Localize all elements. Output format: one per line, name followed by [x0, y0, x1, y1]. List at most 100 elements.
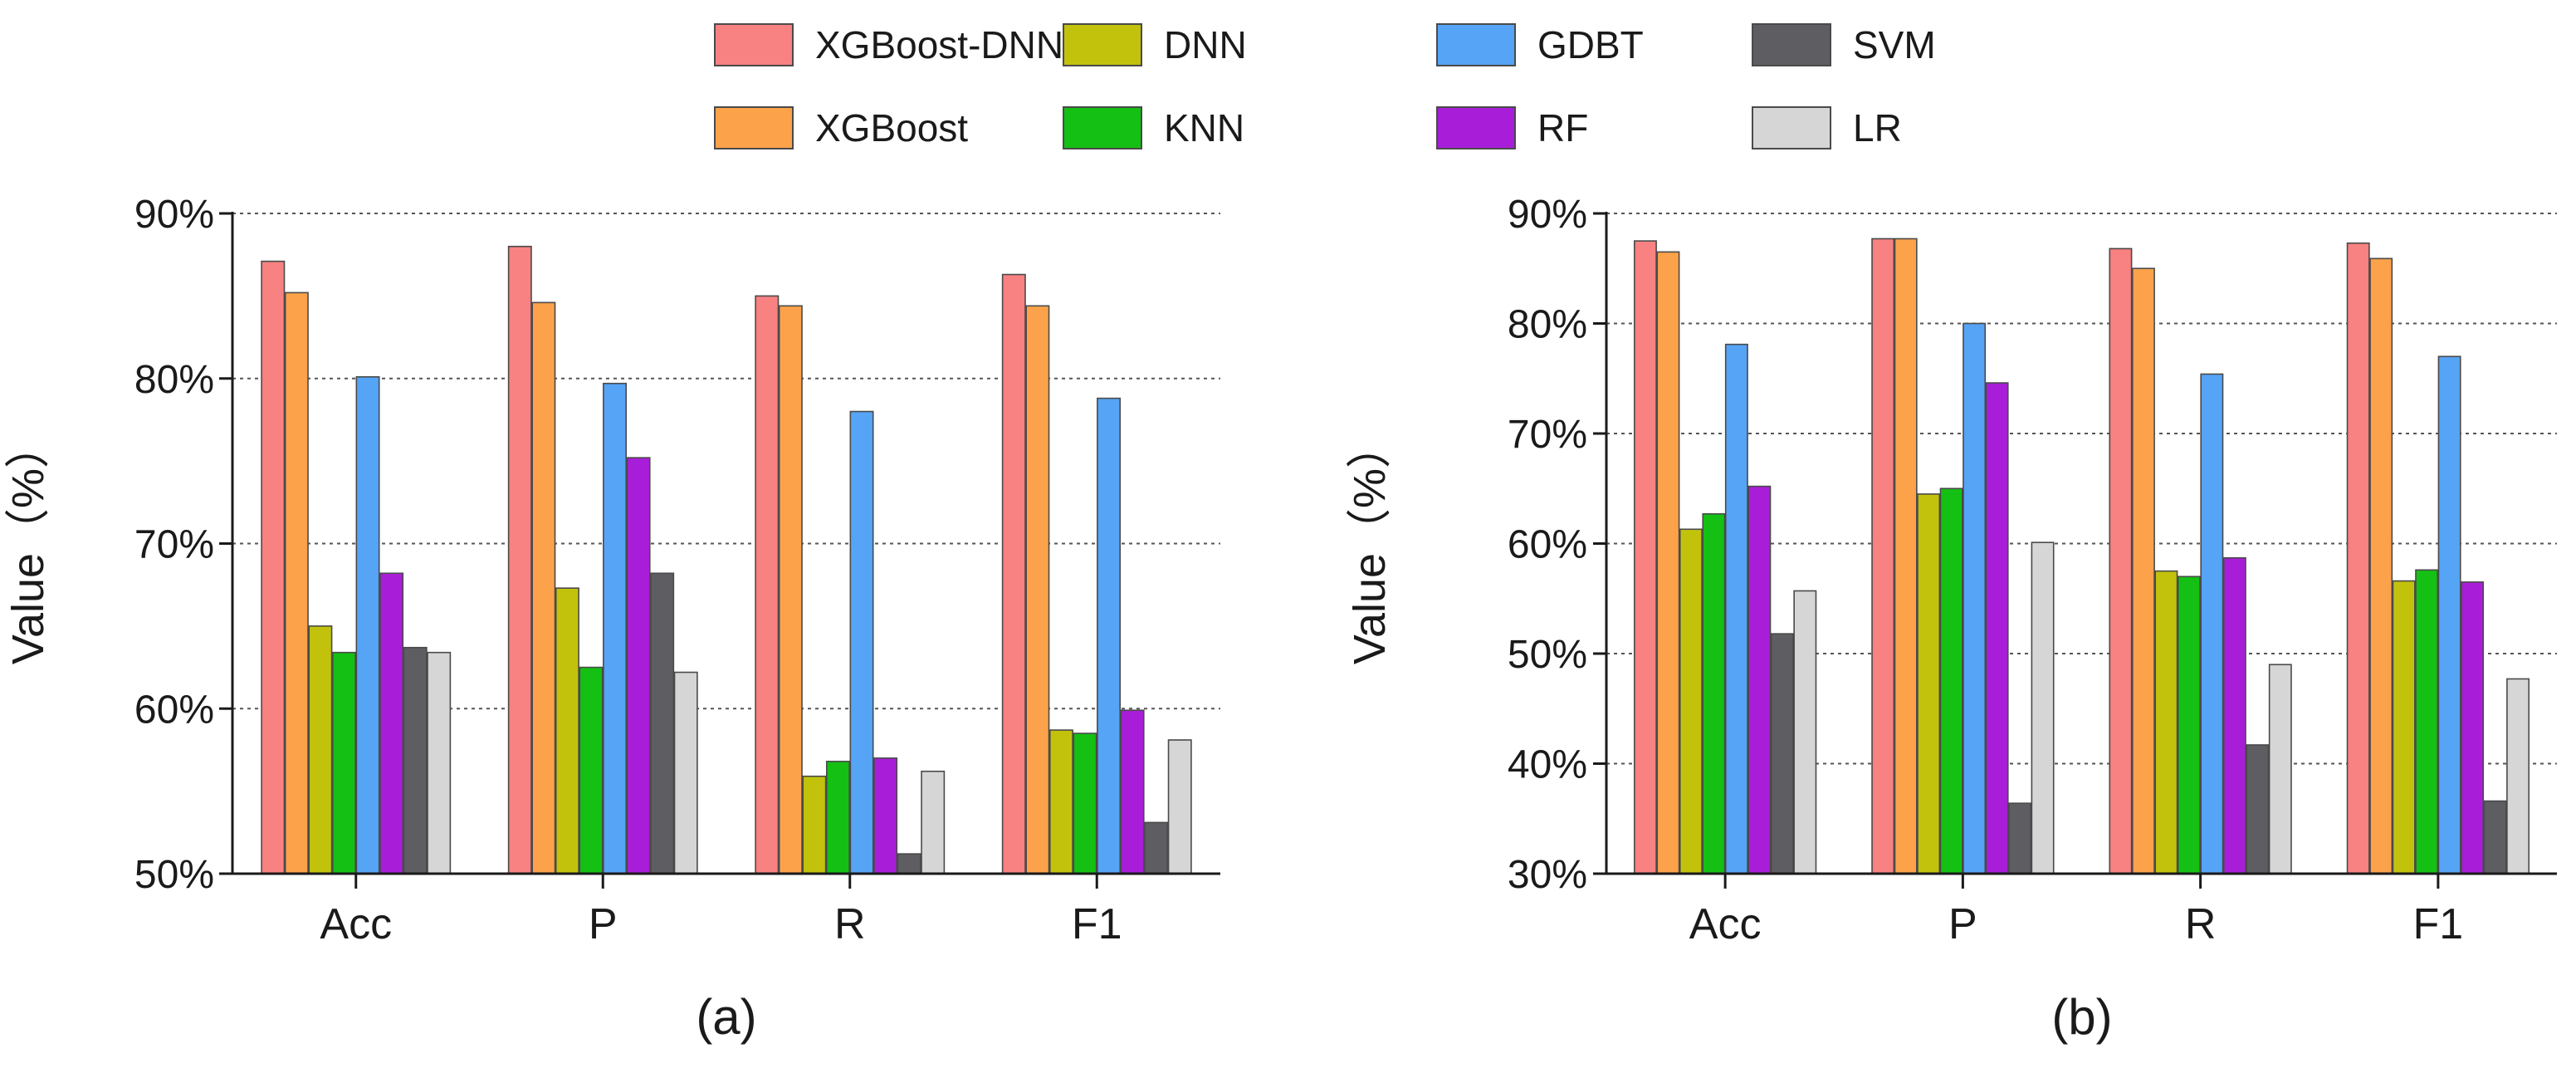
bar	[1702, 512, 1726, 874]
chart-panel-b: 30% 40% 50% 60% 70% 80% 90% Acc P R F1 Value（%） (b)	[1345, 193, 2557, 1045]
bar	[1679, 528, 1703, 874]
bar	[284, 291, 309, 874]
bar	[2437, 355, 2461, 874]
bar	[2369, 257, 2393, 874]
y-tick-label: 70%	[134, 523, 214, 567]
legend-item: GDBT	[1436, 20, 1644, 70]
bar	[2200, 373, 2224, 874]
bar	[2268, 664, 2292, 874]
bar	[2222, 556, 2246, 874]
legend-item: DNN	[1063, 20, 1247, 70]
legend-label: GDBT	[1537, 23, 1644, 66]
bar	[849, 410, 874, 874]
bar	[507, 245, 532, 874]
bar	[1963, 322, 1987, 874]
bar	[427, 651, 452, 874]
y-tick-label: 30%	[1508, 853, 1587, 897]
x-tick-label: F1	[2413, 900, 2464, 948]
bar	[1025, 305, 1050, 874]
legend-swatch	[714, 23, 794, 66]
x-tick-label: P	[1948, 900, 1977, 948]
legend-item: RF	[1436, 103, 1588, 153]
y-tick-label: 90%	[134, 193, 214, 237]
legend-item: KNN	[1063, 103, 1244, 153]
legend-item: LR	[1752, 103, 1902, 153]
x-tick-label: F1	[1072, 900, 1122, 948]
bar	[2461, 581, 2485, 874]
legend-swatch	[1063, 23, 1142, 66]
bar	[1167, 739, 1192, 874]
x-tick-label: Acc	[320, 900, 392, 948]
x-tick-label: Acc	[1689, 900, 1762, 948]
bar	[579, 666, 604, 874]
legend-label: DNN	[1164, 23, 1247, 66]
bar	[1747, 485, 1772, 874]
legend-swatch	[714, 106, 794, 149]
bar	[1871, 238, 1895, 874]
bar	[1048, 729, 1073, 874]
legend-swatch	[1752, 106, 1831, 149]
bar	[379, 572, 404, 874]
bar	[2506, 678, 2530, 874]
bar	[1633, 240, 1657, 874]
bar	[1656, 251, 1680, 874]
bar	[308, 625, 333, 874]
bar	[897, 853, 921, 874]
chart-panel-a: 50% 60% 70% 80% 90% Acc P R F1 Value（%） (a)	[3, 193, 1220, 1045]
bar	[555, 587, 579, 874]
legend-item: XGBoost-DNN	[714, 20, 1063, 70]
bar	[626, 457, 651, 874]
bar	[2346, 242, 2370, 874]
bar	[2154, 570, 2178, 874]
y-axis-title: Value（%）	[3, 424, 53, 664]
bar	[673, 671, 698, 874]
bar	[355, 375, 380, 874]
bar	[873, 757, 898, 874]
bar	[261, 260, 286, 874]
bar	[1073, 732, 1097, 874]
legend-label: XGBoost	[815, 106, 969, 149]
legend-label: KNN	[1164, 106, 1245, 149]
bar	[1917, 493, 1941, 874]
legend-item: XGBoost	[714, 103, 968, 153]
bar	[2483, 800, 2507, 874]
bar	[2415, 569, 2439, 874]
legend-label: LR	[1853, 106, 1902, 149]
bar	[403, 646, 428, 874]
legend-swatch	[1436, 23, 1516, 66]
legend-swatch	[1063, 106, 1142, 149]
bar	[1770, 633, 1794, 874]
legend: XGBoost-DNN XGBoost DNN KNN GDBT RF SVM LR	[714, 12, 1959, 169]
bar	[802, 775, 827, 874]
y-tick-label: 50%	[1508, 633, 1587, 677]
legend-swatch	[1752, 23, 1831, 66]
y-tick-label: 40%	[1508, 743, 1587, 787]
x-tick-label: P	[589, 900, 618, 948]
panel-label: (a)	[696, 989, 756, 1045]
bar	[2008, 802, 2032, 874]
bar	[2031, 541, 2055, 874]
bar	[921, 770, 946, 874]
y-tick-label: 70%	[1508, 413, 1587, 457]
bar	[1894, 238, 1918, 874]
y-tick-label: 90%	[1508, 193, 1587, 237]
legend-swatch	[1436, 106, 1516, 149]
bar	[2246, 744, 2270, 874]
y-tick-label: 50%	[134, 853, 214, 897]
bar	[1985, 382, 2009, 874]
legend-label: SVM	[1853, 23, 1936, 66]
bar	[650, 572, 675, 874]
legend-label: XGBoost-DNN	[815, 23, 1064, 66]
bar	[2109, 247, 2133, 874]
bar	[1939, 487, 1963, 874]
bar	[755, 295, 780, 874]
bar	[2177, 576, 2201, 874]
bar	[1793, 590, 1817, 874]
bar	[531, 301, 556, 874]
bar	[1144, 821, 1169, 874]
bar	[778, 305, 803, 874]
bar	[2392, 580, 2416, 874]
bar	[1001, 273, 1026, 874]
